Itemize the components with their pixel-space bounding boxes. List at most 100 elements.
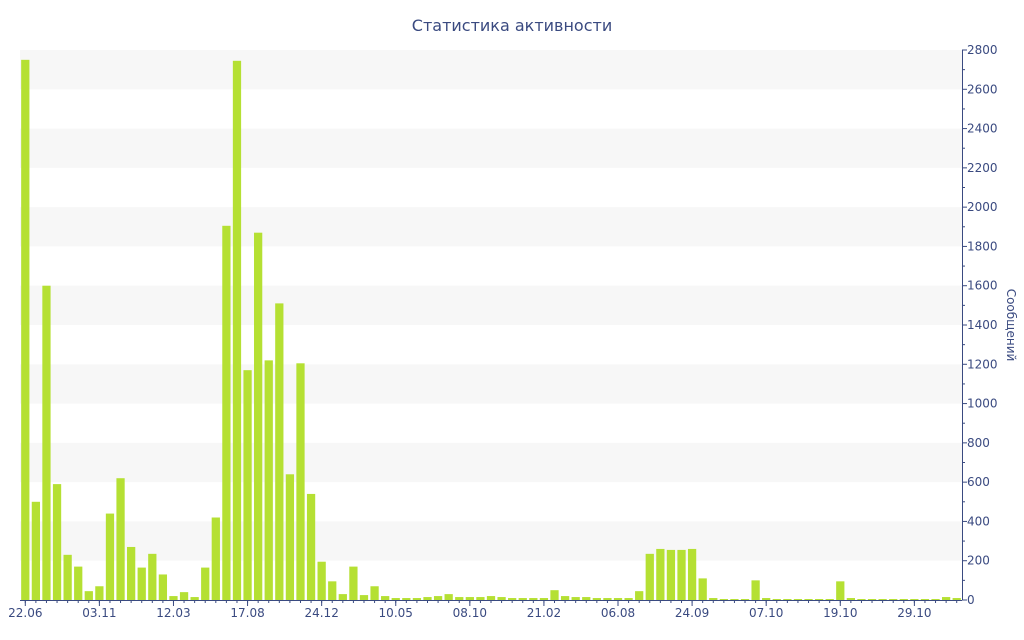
bar	[857, 599, 866, 600]
bar	[359, 595, 369, 600]
bar	[222, 225, 231, 601]
bar	[942, 597, 951, 600]
y-tick-label: 2800	[967, 43, 998, 57]
bar	[666, 549, 676, 600]
bar	[476, 597, 485, 600]
grid-band	[20, 207, 962, 247]
y-tick-label: 1200	[967, 357, 998, 371]
x-tick-label: 29.10	[897, 606, 931, 620]
bar	[275, 303, 284, 600]
grid-band	[20, 521, 962, 561]
bar	[412, 598, 422, 600]
bar	[190, 597, 199, 600]
bar	[804, 599, 813, 600]
bars-group	[21, 59, 961, 601]
bar	[783, 599, 792, 600]
bar	[762, 598, 771, 600]
bar	[328, 581, 337, 600]
bar	[836, 581, 845, 600]
bar	[635, 591, 644, 600]
x-tick-label: 08.10	[453, 606, 487, 620]
bar	[127, 546, 136, 600]
bar	[381, 596, 390, 600]
y-tick-label: 2400	[967, 122, 998, 136]
bar	[592, 598, 601, 600]
bar	[21, 59, 30, 600]
bar	[137, 567, 146, 600]
bar	[687, 548, 697, 600]
grid-band	[20, 285, 962, 325]
bar	[95, 586, 104, 600]
y-tick-label: 0	[967, 593, 975, 607]
y-tick-label: 2000	[967, 200, 998, 214]
bar	[529, 598, 538, 600]
bar	[539, 598, 549, 600]
bar	[814, 599, 824, 600]
chart-title: Статистика активности	[412, 16, 612, 35]
bar	[179, 592, 189, 600]
bar	[264, 360, 273, 600]
y-tick-label: 800	[967, 436, 990, 450]
axes-group: 0 200 400 600 800 1000 1200 1400 1600 1800 2000 220…	[8, 43, 997, 620]
bar	[931, 599, 940, 600]
grid-band	[20, 50, 962, 90]
bar	[402, 598, 411, 600]
bar	[550, 590, 559, 600]
bar	[518, 598, 527, 600]
bar	[910, 599, 919, 600]
bar	[825, 599, 834, 600]
bar	[613, 598, 623, 600]
bar	[116, 478, 125, 600]
bar	[74, 566, 83, 600]
bar	[296, 363, 305, 600]
y-tick-label: 400	[967, 514, 990, 528]
x-tick-label: 17.08	[230, 606, 264, 620]
y-tick-label: 1600	[967, 279, 998, 293]
bar	[719, 599, 728, 600]
bar	[486, 596, 496, 600]
bar	[751, 580, 760, 600]
y-tick-label: 600	[967, 475, 990, 489]
bar	[338, 594, 347, 600]
bar	[952, 598, 961, 600]
bar	[391, 598, 400, 600]
y-tick-label: 1800	[967, 239, 998, 253]
bar	[603, 598, 612, 600]
bar	[497, 597, 506, 600]
bar	[306, 493, 316, 600]
x-tick-label: 06.08	[601, 606, 635, 620]
x-tick-label: 22.06	[8, 606, 42, 620]
y-tick-label: 1000	[967, 397, 998, 411]
bar	[211, 517, 220, 600]
bar	[698, 578, 707, 600]
bar	[42, 285, 51, 600]
bar	[730, 599, 739, 600]
bar	[158, 574, 168, 600]
x-tick-label: 03.11	[82, 606, 116, 620]
grid-band	[20, 442, 962, 483]
x-tick-label: 24.12	[304, 606, 338, 620]
bar	[455, 597, 464, 600]
y-tick-label: 1400	[967, 318, 998, 332]
bar	[63, 554, 72, 600]
grid-band	[20, 364, 962, 404]
bar	[444, 594, 453, 600]
bar	[645, 553, 654, 600]
bar	[889, 599, 898, 600]
x-tick-label: 19.10	[823, 606, 857, 620]
bar	[465, 597, 474, 600]
bar	[423, 597, 432, 600]
bar	[370, 586, 379, 600]
bar	[31, 501, 41, 600]
bar	[84, 591, 93, 600]
bar	[677, 549, 686, 600]
bar	[920, 599, 930, 600]
bar	[285, 474, 295, 600]
y-tick-label: 2600	[967, 82, 998, 96]
bar	[169, 596, 178, 600]
bar	[508, 598, 517, 600]
bar	[709, 598, 718, 600]
x-tick-label: 12.03	[156, 606, 190, 620]
